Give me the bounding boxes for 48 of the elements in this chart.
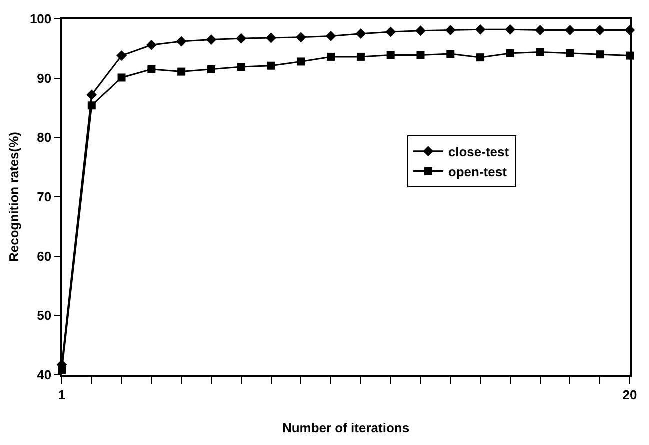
point xyxy=(386,26,396,38)
point xyxy=(237,63,246,72)
point xyxy=(416,51,425,60)
point xyxy=(535,25,546,36)
point xyxy=(416,26,426,36)
point xyxy=(296,32,306,43)
point xyxy=(356,28,366,40)
point xyxy=(446,50,455,58)
y-tick-label: 100 xyxy=(30,12,52,27)
y-tick-label: 80 xyxy=(37,130,52,146)
y-tick-label: 70 xyxy=(37,190,52,205)
point xyxy=(327,52,336,61)
point xyxy=(236,33,247,44)
point xyxy=(475,24,486,35)
point xyxy=(565,25,576,36)
legend-label: close-test xyxy=(448,144,510,160)
point xyxy=(266,32,276,44)
y-axis-title: Recognition rates(%) xyxy=(6,132,22,262)
point xyxy=(86,90,98,100)
point xyxy=(445,25,456,36)
x-axis-title: Number of iterations xyxy=(282,420,410,436)
point xyxy=(505,24,516,35)
point xyxy=(297,58,306,66)
point xyxy=(326,31,336,42)
y-tick-label: 90 xyxy=(37,70,52,86)
y-tick-label: 50 xyxy=(37,308,52,324)
point xyxy=(206,34,217,45)
point xyxy=(146,40,157,50)
legend-label: open-test xyxy=(448,164,508,180)
point xyxy=(207,65,216,74)
point xyxy=(176,36,187,47)
x-tick-label: 1 xyxy=(58,387,66,402)
point xyxy=(566,49,574,58)
point xyxy=(356,52,365,61)
point xyxy=(596,50,604,59)
point xyxy=(178,68,186,76)
point xyxy=(118,74,126,82)
point xyxy=(267,62,276,70)
x-tick-label: 20 xyxy=(622,387,638,402)
point xyxy=(594,25,606,36)
y-tick-label: 40 xyxy=(37,368,52,383)
point xyxy=(506,49,514,58)
point xyxy=(116,50,127,61)
point xyxy=(476,54,485,62)
point xyxy=(386,51,395,60)
point xyxy=(536,48,544,56)
y-tick-label: 60 xyxy=(37,248,52,264)
point xyxy=(148,65,156,74)
